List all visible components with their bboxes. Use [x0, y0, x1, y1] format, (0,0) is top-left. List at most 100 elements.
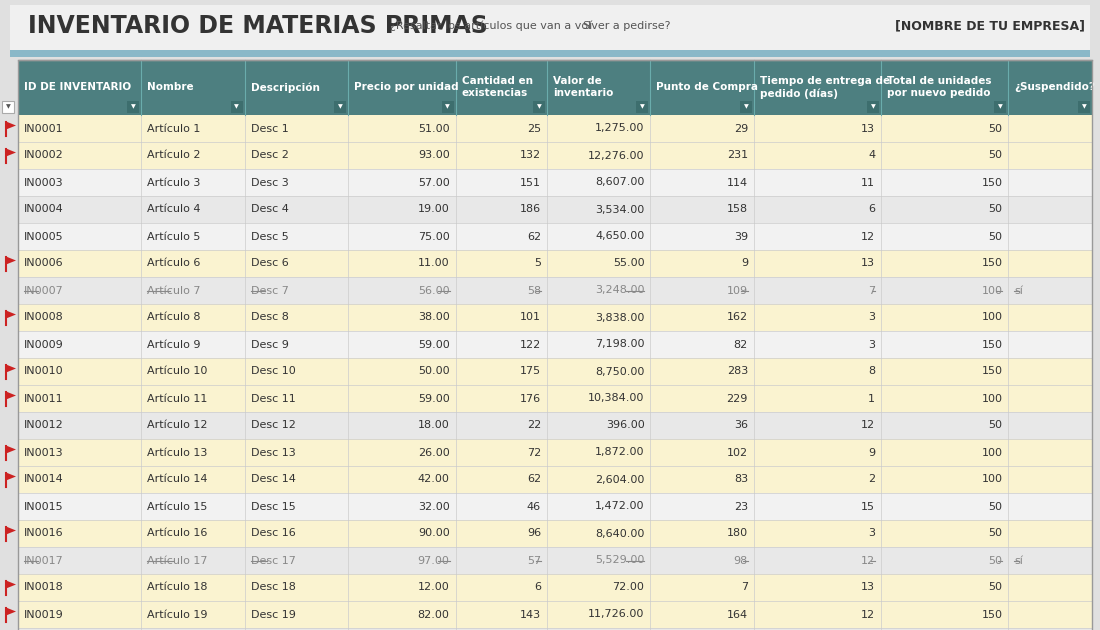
Text: Artículo 7: Artículo 7	[147, 285, 201, 295]
Text: 12,276.00: 12,276.00	[588, 151, 645, 161]
Text: 93.00: 93.00	[418, 151, 450, 161]
Bar	[18, 466, 1092, 493]
Bar	[1078, 101, 1090, 113]
Text: IN0004: IN0004	[24, 205, 64, 214]
Text: ¿Resaltar los artículos que van a volver a pedirse?: ¿Resaltar los artículos que van a volver…	[390, 21, 671, 32]
Text: IN0015: IN0015	[24, 501, 64, 512]
Text: 10,384.00: 10,384.00	[588, 394, 645, 403]
Bar	[18, 601, 1092, 628]
Text: 151: 151	[520, 178, 541, 188]
Text: Artículo 14: Artículo 14	[147, 474, 208, 484]
Text: 1: 1	[868, 394, 876, 403]
Text: Sí: Sí	[582, 21, 592, 31]
Text: 50: 50	[989, 501, 1002, 512]
Text: pedido (días): pedido (días)	[760, 88, 838, 99]
Text: ▼: ▼	[131, 105, 135, 110]
Text: 2,604.00: 2,604.00	[595, 474, 645, 484]
Bar	[740, 101, 752, 113]
Text: 58: 58	[527, 285, 541, 295]
Text: INVENTARIO DE MATERIAS PRIMAS: INVENTARIO DE MATERIAS PRIMAS	[28, 14, 488, 38]
Text: Desc 18: Desc 18	[251, 583, 296, 592]
Text: Desc 11: Desc 11	[251, 394, 296, 403]
Text: 100: 100	[981, 312, 1002, 323]
Text: 6: 6	[534, 583, 541, 592]
Text: 56.00: 56.00	[418, 285, 450, 295]
Text: ID DE INVENTARIO: ID DE INVENTARIO	[24, 83, 131, 93]
Text: Artículo 8: Artículo 8	[147, 312, 201, 323]
Text: 102: 102	[727, 447, 748, 457]
Text: 38.00: 38.00	[418, 312, 450, 323]
Polygon shape	[6, 445, 16, 454]
Text: Nombre: Nombre	[147, 83, 194, 93]
Text: 100: 100	[981, 394, 1002, 403]
Text: 1,872.00: 1,872.00	[595, 447, 645, 457]
Text: 50: 50	[989, 151, 1002, 161]
Bar	[534, 101, 544, 113]
Text: 36: 36	[734, 420, 748, 430]
Text: Artículo 4: Artículo 4	[147, 205, 201, 214]
Bar	[18, 196, 1092, 223]
Text: 150: 150	[981, 609, 1002, 619]
Polygon shape	[6, 149, 16, 156]
Text: Artículo 12: Artículo 12	[147, 420, 208, 430]
Text: 12.00: 12.00	[418, 583, 450, 592]
Text: 1,275.00: 1,275.00	[595, 123, 645, 134]
Text: 83: 83	[734, 474, 748, 484]
Bar	[334, 101, 346, 113]
Text: 32.00: 32.00	[418, 501, 450, 512]
Text: 9: 9	[868, 447, 876, 457]
Text: 132: 132	[520, 151, 541, 161]
Text: 3: 3	[868, 340, 876, 350]
Text: 50: 50	[989, 231, 1002, 241]
Text: 3: 3	[868, 312, 876, 323]
Text: 150: 150	[981, 178, 1002, 188]
Bar	[18, 358, 1092, 385]
Text: 62: 62	[527, 474, 541, 484]
Text: Desc 13: Desc 13	[251, 447, 296, 457]
Text: IN0010: IN0010	[24, 367, 64, 377]
Text: Tiempo de entrega de: Tiempo de entrega de	[760, 76, 890, 86]
Bar	[18, 547, 1092, 574]
Polygon shape	[6, 607, 16, 616]
Text: Artículo 19: Artículo 19	[147, 609, 208, 619]
Text: 13: 13	[861, 583, 876, 592]
Text: 7,198.00: 7,198.00	[595, 340, 645, 350]
Text: 176: 176	[520, 394, 541, 403]
Text: IN0001: IN0001	[24, 123, 64, 134]
Text: 50: 50	[989, 123, 1002, 134]
Text: 18.00: 18.00	[418, 420, 450, 430]
Text: existencias: existencias	[462, 88, 528, 98]
Text: 25: 25	[527, 123, 541, 134]
Bar	[18, 574, 1092, 601]
Text: 101: 101	[520, 312, 541, 323]
Text: 122: 122	[520, 340, 541, 350]
Text: 8: 8	[868, 367, 876, 377]
Text: 96: 96	[527, 529, 541, 539]
Text: IN0016: IN0016	[24, 529, 64, 539]
Text: sí: sí	[1014, 556, 1023, 566]
Text: Artículo 1: Artículo 1	[147, 123, 200, 134]
Text: IN0017: IN0017	[24, 556, 64, 566]
Text: Desc 17: Desc 17	[251, 556, 296, 566]
Text: Artículo 10: Artículo 10	[147, 367, 208, 377]
Text: Artículo 3: Artículo 3	[147, 178, 200, 188]
Text: 11,726.00: 11,726.00	[588, 609, 645, 619]
Text: 42.00: 42.00	[418, 474, 450, 484]
Text: 15: 15	[861, 501, 876, 512]
Text: IN0011: IN0011	[24, 394, 64, 403]
Bar	[2, 101, 14, 113]
Text: 46: 46	[527, 501, 541, 512]
Text: Desc 12: Desc 12	[251, 420, 296, 430]
Text: IN0008: IN0008	[24, 312, 64, 323]
Text: 158: 158	[727, 205, 748, 214]
Text: ▼: ▼	[998, 105, 1003, 110]
Text: 13: 13	[861, 123, 876, 134]
Bar	[867, 101, 879, 113]
Text: 396.00: 396.00	[606, 420, 645, 430]
Text: 7: 7	[740, 583, 748, 592]
Text: 12: 12	[861, 420, 876, 430]
Text: 1,472.00: 1,472.00	[595, 501, 645, 512]
Text: IN0013: IN0013	[24, 447, 64, 457]
Text: 164: 164	[727, 609, 748, 619]
Text: 51.00: 51.00	[418, 123, 450, 134]
